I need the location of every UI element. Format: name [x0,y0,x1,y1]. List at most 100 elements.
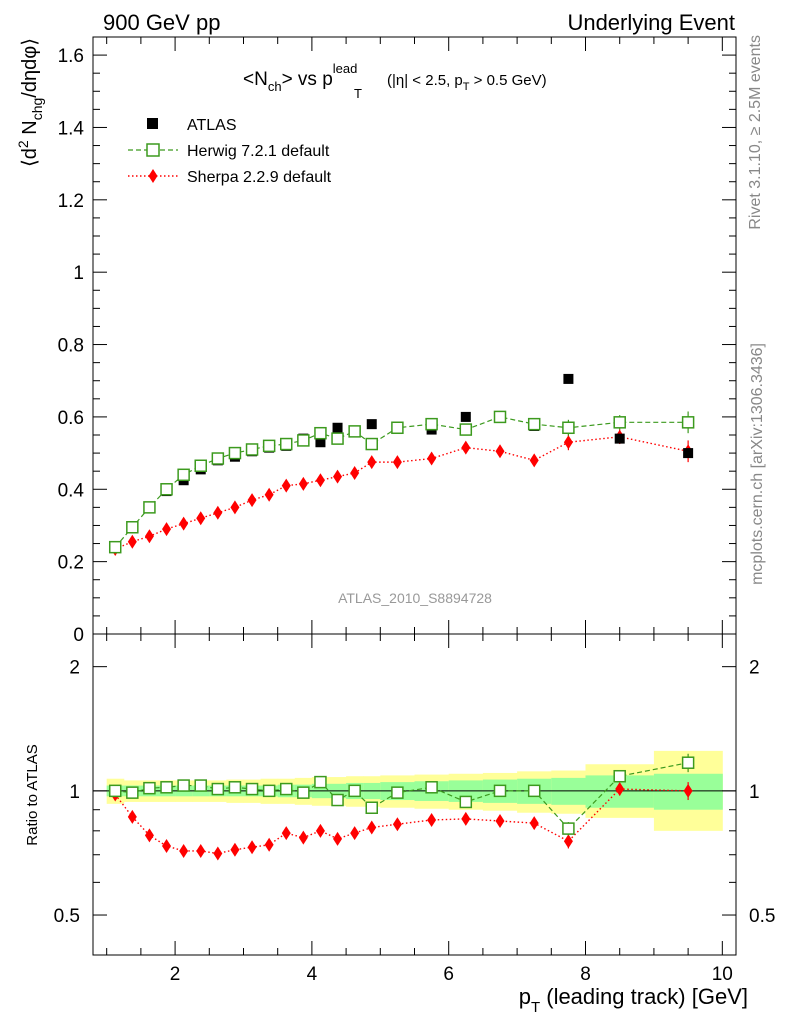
ratio-sherpa-point [196,843,206,858]
ratio-sherpa-point [563,834,573,849]
ratio-herwig-point [613,769,626,783]
ratio-herwig-point [143,781,156,795]
ratio-herwig-point [314,775,327,789]
herwig-point [365,437,378,451]
x-tick-label: 4 [307,964,318,985]
title-mid: > vs p [282,69,333,90]
herwig-point [194,459,207,473]
sherpa-point [350,465,360,480]
ratio-y-axis-label: Ratio to ATLAS [24,744,41,845]
sherpa-point [162,522,172,537]
main-axes: 0 0.2 0.4 0.6 0.8 1 1.2 1.4 1.6 [58,36,736,646]
y-tick-label: 1.2 [58,191,84,212]
x-tick-label: 8 [580,964,591,985]
ratio-panel: Ratio to ATLAS 0.5 0.5 1 1 2 2 2 4 6 8 10 pT (lead… [24,633,775,1016]
ratio-herwig-point [562,822,575,835]
herwig-line [114,416,689,548]
herwig-point [562,421,575,435]
ylabel-sub: chg [29,98,45,121]
legend: ATLAS Herwig 7.2.1 default Sherpa 2.2.9 … [128,117,332,186]
title-main: <N [243,69,268,90]
y-tick-label: 0.6 [58,408,84,429]
legend-marker-atlas [147,118,158,129]
herwig-point [262,439,276,453]
sherpa-point [230,500,240,515]
ratio-sherpa-point [427,812,437,827]
ratio-y-tick-label-left: 1 [69,782,80,803]
herwig-point [527,417,541,431]
ratio-y-tick-label-right: 0.5 [749,906,775,927]
sherpa-point [196,511,206,526]
legend-label-herwig: Herwig 7.2.1 default [187,143,330,160]
ratio-axes: 0.5 0.5 1 1 2 2 2 4 6 8 10 [54,634,775,985]
sherpa-point [315,473,325,488]
sherpa-point [127,534,137,549]
ratio-sherpa-point [333,831,343,846]
ratio-herwig-point [194,779,207,792]
ratio-sherpa-point [350,826,360,841]
atlas-point [366,419,377,430]
ratio-sherpa-point [247,840,257,855]
herwig-point [108,540,122,554]
legend-marker-herwig [146,143,160,157]
ratio-sherpa-point [162,839,172,854]
ratio-sherpa-point [367,820,377,835]
ratio-sherpa-point [315,823,325,838]
atlas-point [460,411,471,422]
ratio-herwig-point [331,793,344,807]
ratio-herwig-point [245,782,259,796]
herwig-point [279,437,293,451]
ratio-sherpa-point [392,817,402,832]
xlabel-b: (leading track) [GeV] [540,984,748,1009]
sherpa-point [179,516,189,531]
x-tick-label: 10 [712,964,733,985]
sherpa-point [213,505,223,520]
ratio-sherpa-point [281,826,291,841]
sherpa-point [298,476,308,491]
xlabel-sub: T [531,999,540,1016]
herwig-point [160,483,173,496]
ratio-y-tick-label-right: 2 [749,658,760,679]
ratio-band-inner [551,777,587,805]
sherpa-line [114,436,689,550]
ratio-herwig-point [228,781,242,794]
legend-label-sherpa: Sherpa 2.2.9 default [187,169,332,186]
sherpa-point [392,455,402,470]
x-tick-label: 2 [170,964,181,985]
herwig-point [314,426,327,440]
herwig-point [143,501,156,514]
ratio-y-tick-label-left: 2 [69,658,80,679]
ratio-sherpa-point [179,843,189,858]
ratio-sherpa-point [298,830,308,845]
atlas-point [614,433,625,444]
herwig-point [493,410,507,424]
ylabel-a: ⟨d [19,148,41,167]
main-panel: <Nch> vs plead T(|η| < 2.5, pT > 0.5 GeV)… [15,36,737,646]
ratio-herwig-point [365,801,378,814]
header-analysis-label: Underlying Event [567,10,735,35]
ratio-herwig-point [211,782,225,796]
rivet-version-label: Rivet 3.1.10, ≥ 2.5M events [747,35,764,230]
y-tick-label: 0.8 [58,336,84,357]
title-cut-sub: T [463,81,470,93]
sherpa-point [281,478,291,493]
ratio-sherpa-point [127,809,137,824]
ratio-herwig-point [493,784,507,798]
ratio-sherpa-point [264,837,274,852]
herwig-point [228,446,242,460]
herwig-point [681,416,695,429]
herwig-point [348,425,361,438]
ratio-data [108,753,695,861]
ratio-herwig-point [459,795,473,809]
herwig-point [331,432,344,445]
ratio-sherpa-point [213,846,223,861]
x-tick-label: 6 [443,964,454,985]
sherpa-point [367,455,377,470]
ratio-herwig-point [108,784,122,798]
ylabel-sup: 2 [15,140,31,148]
analysis-watermark: ATLAS_2010_S8894728 [338,590,492,606]
y-axis-label: ⟨d2 Nchg/dηdφ⟩ [15,38,45,167]
x-axis-label: pT (leading track) [GeV] [519,984,748,1016]
ratio-herwig-point [348,784,361,798]
atlas-point [315,437,326,448]
